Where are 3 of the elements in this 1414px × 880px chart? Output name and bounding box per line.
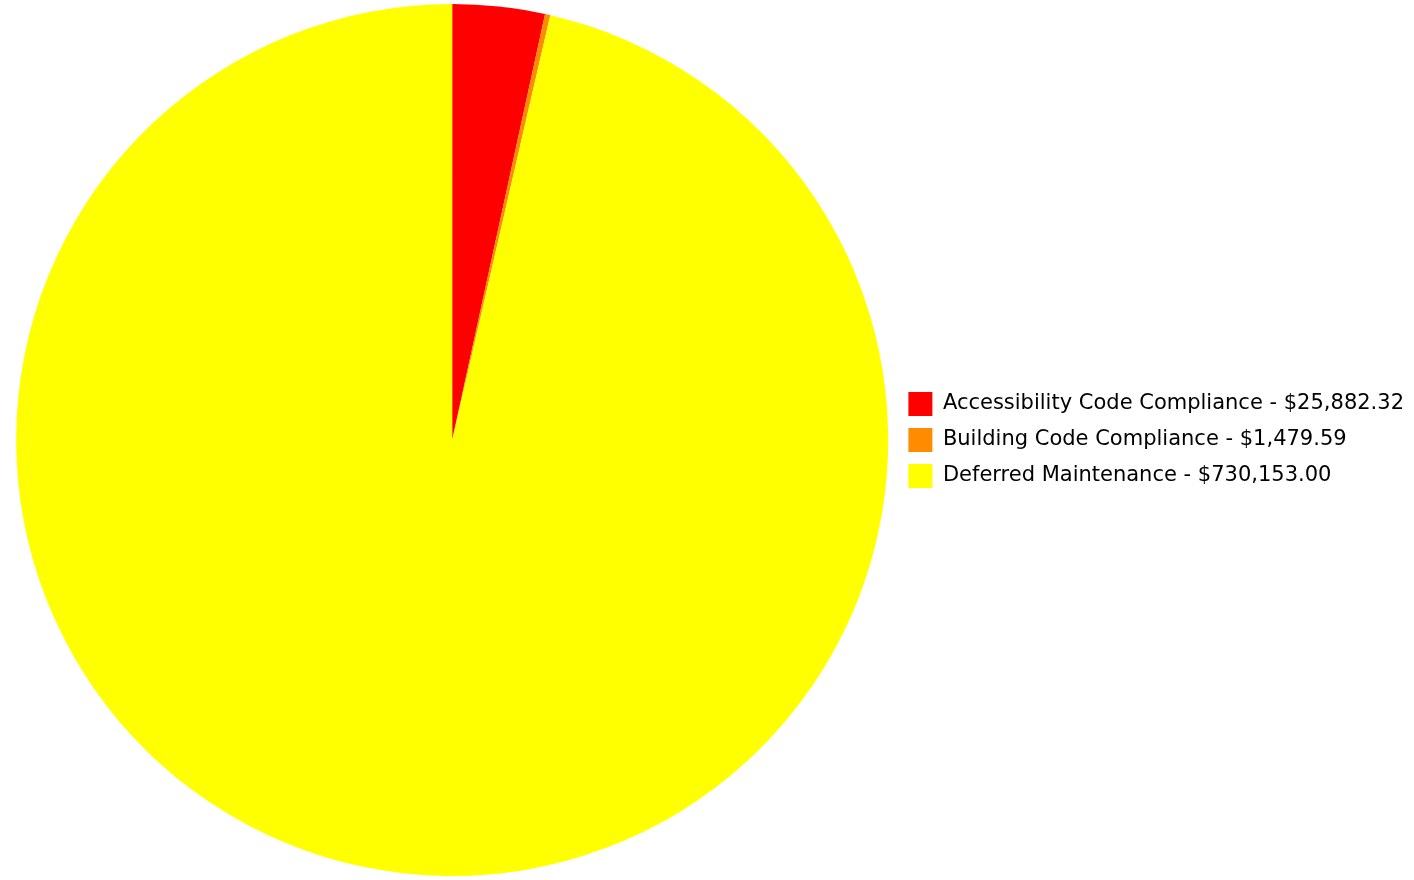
legend-label: Deferred Maintenance - $730,153.00: [942, 462, 1332, 487]
legend-label: Accessibility Code Compliance - $25,882.32: [942, 390, 1404, 415]
legend-label: Building Code Compliance - $1,479.59: [942, 426, 1347, 451]
